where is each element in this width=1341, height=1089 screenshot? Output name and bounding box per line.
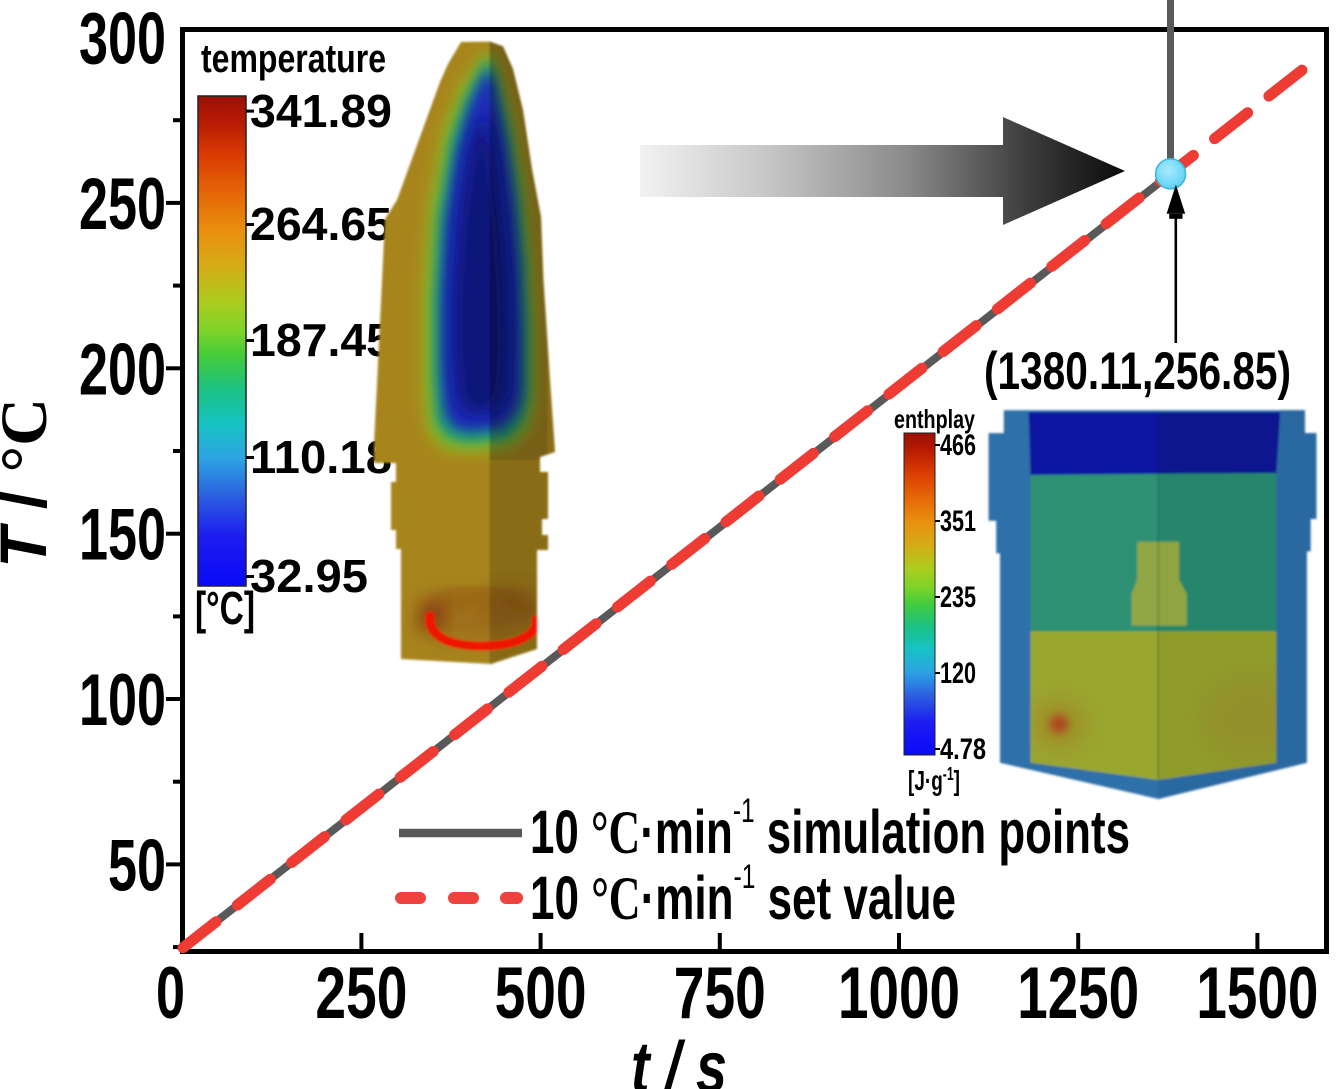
svg-text:200: 200 [79,329,166,410]
svg-text:temperature: temperature [201,37,386,81]
svg-text:150: 150 [79,495,166,576]
svg-text:4.78: 4.78 [940,733,986,766]
svg-text:(1380.11,256.85): (1380.11,256.85) [984,342,1291,401]
svg-text:enthplay: enthplay [894,404,975,434]
svg-text:750: 750 [674,953,766,1034]
svg-text:250: 250 [79,164,166,245]
svg-text:466: 466 [940,429,976,462]
svg-text:235: 235 [940,581,976,614]
svg-text:187.45: 187.45 [250,314,392,366]
svg-text:1250: 1250 [1017,953,1139,1034]
svg-text:120: 120 [940,657,976,690]
svg-text:T / °C: T / °C [0,398,61,568]
svg-text:t / s: t / s [631,1028,727,1089]
svg-text:300: 300 [79,0,166,80]
svg-text:10 °C·min-1 simulation points: 10 °C·min-1 simulation points [530,792,1130,867]
svg-text:32.95: 32.95 [250,550,368,602]
svg-text:[°C]: [°C] [195,582,255,634]
svg-text:50: 50 [108,826,166,907]
svg-text:10 °C·min-1 set value: 10 °C·min-1 set value [530,858,956,933]
svg-text:100: 100 [79,660,166,741]
svg-text:[J·g-1]: [J·g-1] [908,764,960,796]
svg-text:351: 351 [940,505,976,538]
svg-text:250: 250 [315,953,407,1034]
svg-text:500: 500 [495,953,587,1034]
svg-text:110.18: 110.18 [250,431,392,483]
svg-text:1500: 1500 [1196,953,1318,1034]
svg-text:341.89: 341.89 [250,85,392,137]
svg-text:1000: 1000 [838,953,960,1034]
svg-text:0: 0 [156,953,185,1034]
svg-text:264.65: 264.65 [250,198,392,250]
